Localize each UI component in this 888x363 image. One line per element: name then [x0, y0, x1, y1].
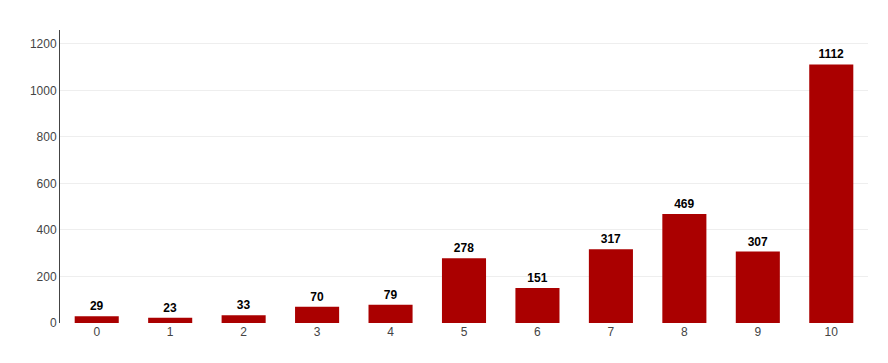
svg-text:800: 800: [37, 130, 57, 144]
svg-text:7: 7: [608, 325, 615, 339]
svg-text:200: 200: [37, 270, 57, 284]
svg-text:9: 9: [754, 325, 761, 339]
svg-text:8: 8: [681, 325, 688, 339]
svg-text:3: 3: [314, 325, 321, 339]
svg-text:600: 600: [37, 177, 57, 191]
svg-text:0: 0: [93, 325, 100, 339]
svg-text:1: 1: [167, 325, 174, 339]
svg-text:2: 2: [240, 325, 247, 339]
svg-text:6: 6: [534, 325, 541, 339]
svg-text:469: 469: [674, 197, 694, 211]
svg-text:0: 0: [50, 316, 57, 330]
svg-text:23: 23: [163, 301, 177, 315]
svg-text:79: 79: [384, 288, 398, 302]
svg-text:1112: 1112: [818, 47, 844, 61]
svg-text:4: 4: [387, 325, 394, 339]
svg-text:33: 33: [237, 298, 251, 312]
svg-text:317: 317: [601, 232, 621, 246]
svg-text:278: 278: [454, 241, 474, 255]
svg-text:10: 10: [825, 325, 839, 339]
svg-text:151: 151: [527, 271, 547, 285]
svg-text:29: 29: [90, 299, 104, 313]
svg-text:5: 5: [461, 325, 468, 339]
svg-text:1000: 1000: [30, 84, 57, 98]
svg-text:307: 307: [748, 235, 768, 249]
svg-text:400: 400: [37, 223, 57, 237]
svg-text:70: 70: [310, 290, 324, 304]
svg-text:1200: 1200: [30, 37, 57, 51]
